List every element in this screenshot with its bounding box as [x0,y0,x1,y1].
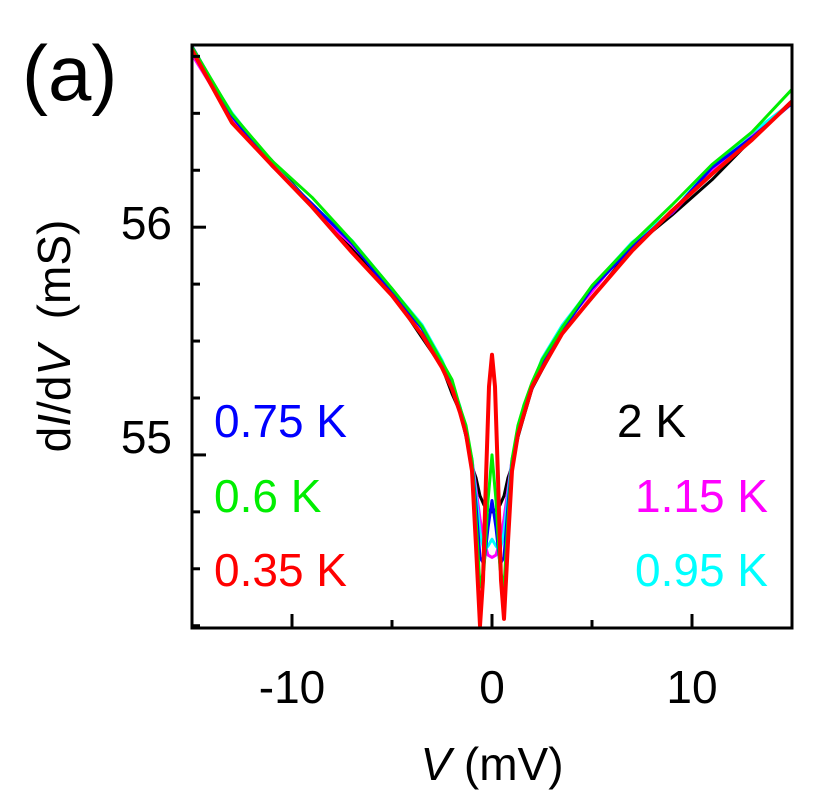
panel-label: (a) [22,29,117,117]
series-layer [190,45,794,628]
x-axis-title-unit: (mV) [451,738,563,790]
ticks-layer [190,54,794,628]
x-tick-label-10: 10 [666,661,717,713]
x-tick-label-neg10: -10 [259,661,325,713]
y-axis-title-mid: /d [28,376,80,414]
y-tick-label-56: 56 [121,197,172,249]
legend-075K: 0.75 K [214,395,347,447]
legend-06K: 0.6 K [214,470,322,522]
series-line-0-6-K [190,46,794,589]
y-tick-label-55: 55 [121,411,172,463]
y-axis-title-v: V [28,341,80,376]
y-axis-title-prefix: d [28,427,80,453]
y-axis-title-unit: (mS) [28,220,80,345]
series-line-0-75-K [190,45,793,566]
y-axis-title-i: I [28,414,80,427]
x-axis-title: V (mV) [420,738,563,790]
series-line-0-35-K [190,49,794,628]
y-axis-title: dI/dV (mS) [28,220,80,453]
legend-035K: 0.35 K [214,544,347,596]
x-tick-label-0: 0 [479,661,505,713]
x-axis-title-var: V [420,738,455,790]
legend-2K: 2 K [617,395,686,447]
legend-095K: 0.95 K [635,544,768,596]
legend-115K: 1.15 K [635,470,768,522]
